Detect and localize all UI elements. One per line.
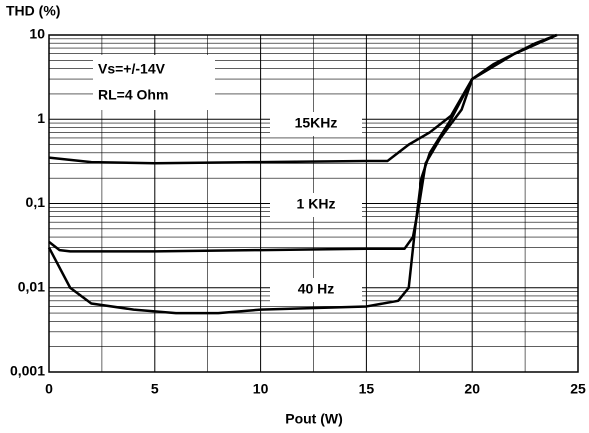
annotation: Vs=+/-14V <box>98 61 166 77</box>
y-tick-label: 0,01 <box>18 278 45 294</box>
y-tick-label: 10 <box>29 26 45 42</box>
x-tick-label: 0 <box>45 381 53 397</box>
series-label: 40 Hz <box>298 281 335 297</box>
x-tick-label: 20 <box>464 381 480 397</box>
series-label-box <box>270 278 362 302</box>
y-tick-label: 0,001 <box>10 363 45 379</box>
series-label: 1 KHz <box>297 196 336 212</box>
y-tick-label: 0,1 <box>26 194 46 210</box>
x-tick-label: 5 <box>151 381 159 397</box>
plot-frame <box>48 34 579 373</box>
x-tick-label: 25 <box>570 381 586 397</box>
x-tick-label: 10 <box>253 381 269 397</box>
annotation-box <box>93 55 215 110</box>
y-axis-label: THD (%) <box>6 3 60 19</box>
series-label: 15KHz <box>295 115 338 131</box>
y-tick-label: 1 <box>37 110 45 126</box>
annotation: RL=4 Ohm <box>98 87 168 103</box>
series-label-box <box>270 112 362 136</box>
series-line <box>47 33 558 315</box>
x-axis-label: Pout (W) <box>285 411 343 427</box>
x-tick-label: 15 <box>359 381 375 397</box>
series-label-box <box>270 193 362 217</box>
